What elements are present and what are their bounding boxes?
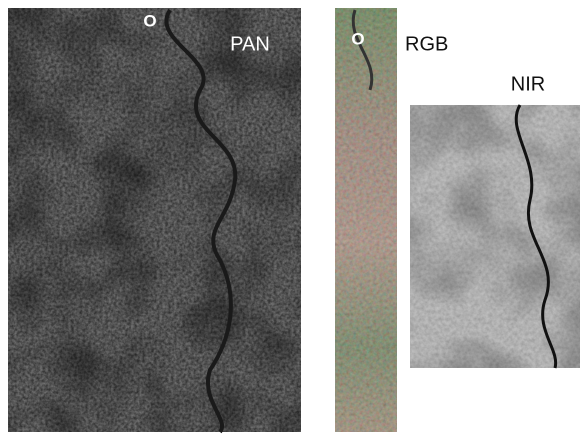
- rgb-image: O: [335, 8, 397, 432]
- nir-image: [410, 105, 580, 368]
- panel-label: RGB: [405, 33, 448, 55]
- panel-label: PAN: [230, 33, 270, 55]
- marker: O: [351, 29, 364, 48]
- figure: O PAN O RGB NIR: [0, 0, 580, 434]
- panel-label: NIR: [511, 73, 545, 95]
- marker: O: [143, 11, 156, 30]
- pan-image: O PAN: [8, 8, 301, 432]
